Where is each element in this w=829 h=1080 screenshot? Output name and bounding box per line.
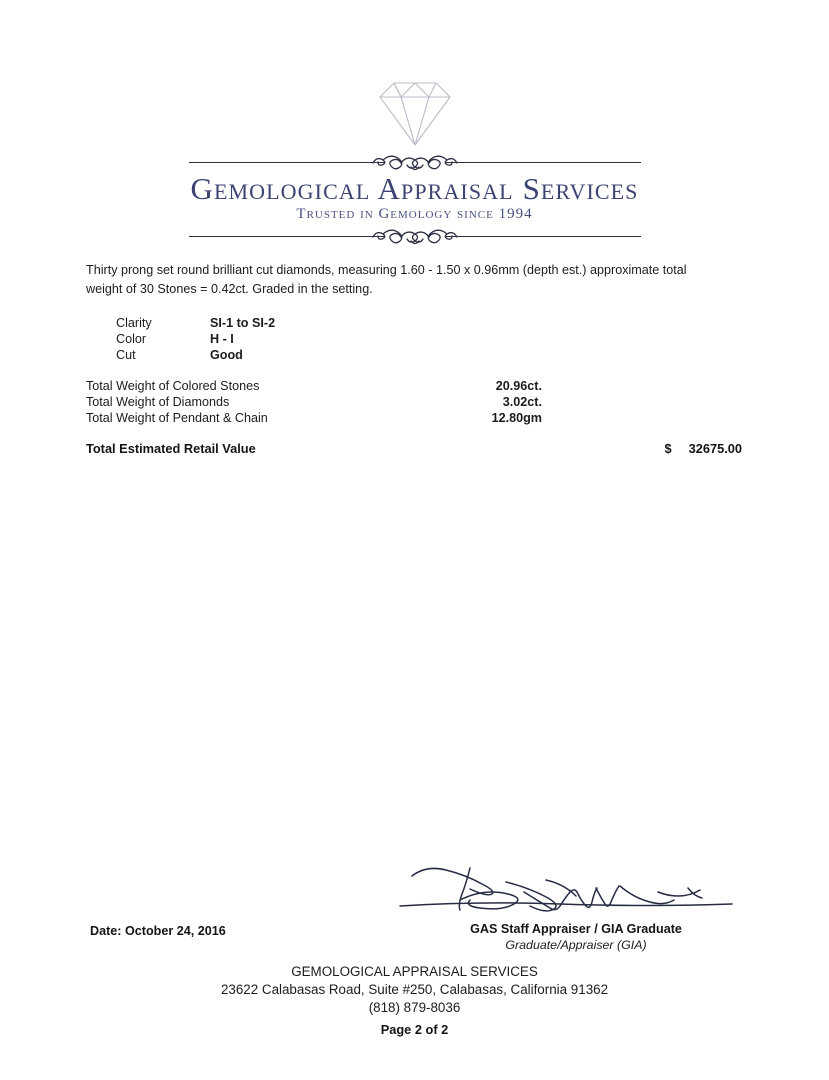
page-title: Gemological Appraisal Services	[190, 171, 639, 206]
footer-address: 23622 Calabasas Road, Suite #250, Calaba…	[220, 981, 609, 997]
total-label-colored-stones: Total Weight of Colored Stones	[86, 379, 260, 393]
grand-total-label: Total Estimated Retail Value	[86, 441, 256, 456]
signer-credential: Graduate/Appraiser (GIA)	[505, 937, 647, 952]
footer-phone: (818) 879-8036	[368, 999, 461, 1015]
total-label-diamonds: Total Weight of Diamonds	[86, 395, 230, 410]
spec-value-clarity: SI-1 to SI-2	[210, 316, 276, 330]
flourish-ornament-bottom	[371, 230, 458, 245]
weights-summary: Total Weight of Colored Stones 20.96ct. …	[86, 378, 542, 426]
header-divider-bottom	[188, 226, 641, 248]
spec-label-color: Color	[116, 331, 147, 346]
total-value-colored-stones: 20.96ct.	[495, 379, 542, 393]
signer-title: GAS Staff Appraiser / GIA Graduate	[470, 922, 682, 936]
item-description: Thirty prong set round brilliant cut dia…	[86, 263, 687, 297]
divider-line-right	[444, 162, 641, 163]
spec-value-color: H - I	[210, 331, 234, 346]
divider-line-right-bottom	[444, 236, 641, 238]
spec-label-cut: Cut	[116, 347, 136, 362]
spec-value-cut: Good	[210, 347, 243, 362]
spec-label-clarity: Clarity	[116, 316, 152, 330]
table-row: Cut Good	[116, 348, 275, 364]
flourish-ornament	[371, 155, 458, 171]
total-value-diamonds: 3.02ct.	[502, 395, 542, 410]
footer-company: GEMOLOGICAL APPRAISAL SERVICES	[291, 964, 538, 979]
divider-line-left-bottom	[188, 236, 385, 238]
header-divider-top	[188, 152, 641, 174]
signature-block: GAS Staff Appraiser / GIA Graduate Gradu…	[396, 862, 756, 953]
appraisal-date: Date: October 24, 2016	[90, 924, 226, 938]
handwritten-signature-icon	[399, 867, 733, 912]
divider-line-left	[188, 162, 385, 163]
total-label-pendant-chain: Total Weight of Pendant & Chain	[86, 411, 268, 426]
table-row: Total Weight of Colored Stones 20.96ct.	[86, 378, 542, 394]
grand-total-value: 32675.00	[688, 441, 742, 456]
grand-total-amount: $ 32675.00	[665, 441, 743, 456]
currency-symbol: $	[664, 441, 672, 456]
diamond-icon	[378, 82, 451, 146]
page-number: Page 2 of 2	[380, 1022, 449, 1038]
letterhead: Gemological Appraisal Services Trusted i…	[0, 78, 829, 248]
footer: GEMOLOGICAL APPRAISAL SERVICES 23622 Cal…	[0, 963, 829, 1037]
table-row: Total Weight of Diamonds 3.02ct.	[86, 394, 542, 410]
table-row: Clarity SI-1 to SI-2	[116, 316, 275, 332]
table-row: Color H - I	[116, 332, 275, 348]
grand-total-row: Total Estimated Retail Value $ 32675.00	[86, 441, 742, 456]
table-row: Total Weight of Pendant & Chain 12.80gm	[86, 410, 542, 426]
grading-spec-table: Clarity SI-1 to SI-2 Color H - I Cut Goo…	[116, 316, 275, 364]
brand-tagline: Trusted in Gemology since 1994	[296, 206, 533, 223]
total-value-pendant-chain: 12.80gm	[491, 411, 542, 426]
